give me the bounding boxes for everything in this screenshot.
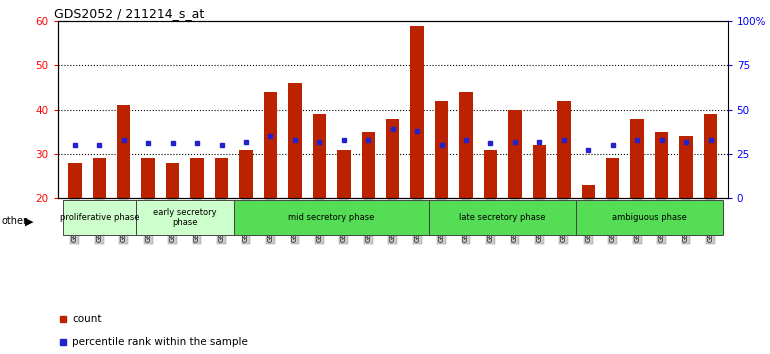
Bar — [68, 163, 82, 198]
Bar — [430, 200, 576, 235]
Bar — [215, 159, 228, 198]
Bar — [576, 200, 723, 235]
Bar — [337, 149, 350, 198]
Bar — [117, 105, 130, 198]
Text: ▶: ▶ — [25, 216, 34, 226]
Bar — [581, 185, 595, 198]
Bar — [190, 159, 204, 198]
Bar — [136, 200, 234, 235]
Bar — [166, 163, 179, 198]
Bar — [62, 200, 136, 235]
Bar — [679, 136, 693, 198]
Bar — [606, 159, 619, 198]
Bar — [557, 101, 571, 198]
Bar — [288, 83, 302, 198]
Text: count: count — [72, 314, 102, 324]
Bar — [508, 110, 521, 198]
Text: ambiguous phase: ambiguous phase — [612, 213, 687, 222]
Bar — [460, 92, 473, 198]
Bar — [655, 132, 668, 198]
Bar — [484, 149, 497, 198]
Bar — [631, 119, 644, 198]
Bar — [386, 119, 400, 198]
Bar — [313, 114, 326, 198]
Bar — [234, 200, 430, 235]
Bar — [410, 26, 424, 198]
Text: late secretory phase: late secretory phase — [460, 213, 546, 222]
Text: proliferative phase: proliferative phase — [59, 213, 139, 222]
Text: mid secretory phase: mid secretory phase — [289, 213, 375, 222]
Text: early secretory
phase: early secretory phase — [153, 208, 216, 227]
Bar — [362, 132, 375, 198]
Bar — [92, 159, 106, 198]
Bar — [264, 92, 277, 198]
Bar — [533, 145, 546, 198]
Bar — [239, 149, 253, 198]
Bar — [435, 101, 448, 198]
Bar — [704, 114, 718, 198]
Text: other: other — [2, 216, 28, 226]
Text: percentile rank within the sample: percentile rank within the sample — [72, 337, 249, 347]
Text: GDS2052 / 211214_s_at: GDS2052 / 211214_s_at — [55, 7, 205, 20]
Bar — [142, 159, 155, 198]
